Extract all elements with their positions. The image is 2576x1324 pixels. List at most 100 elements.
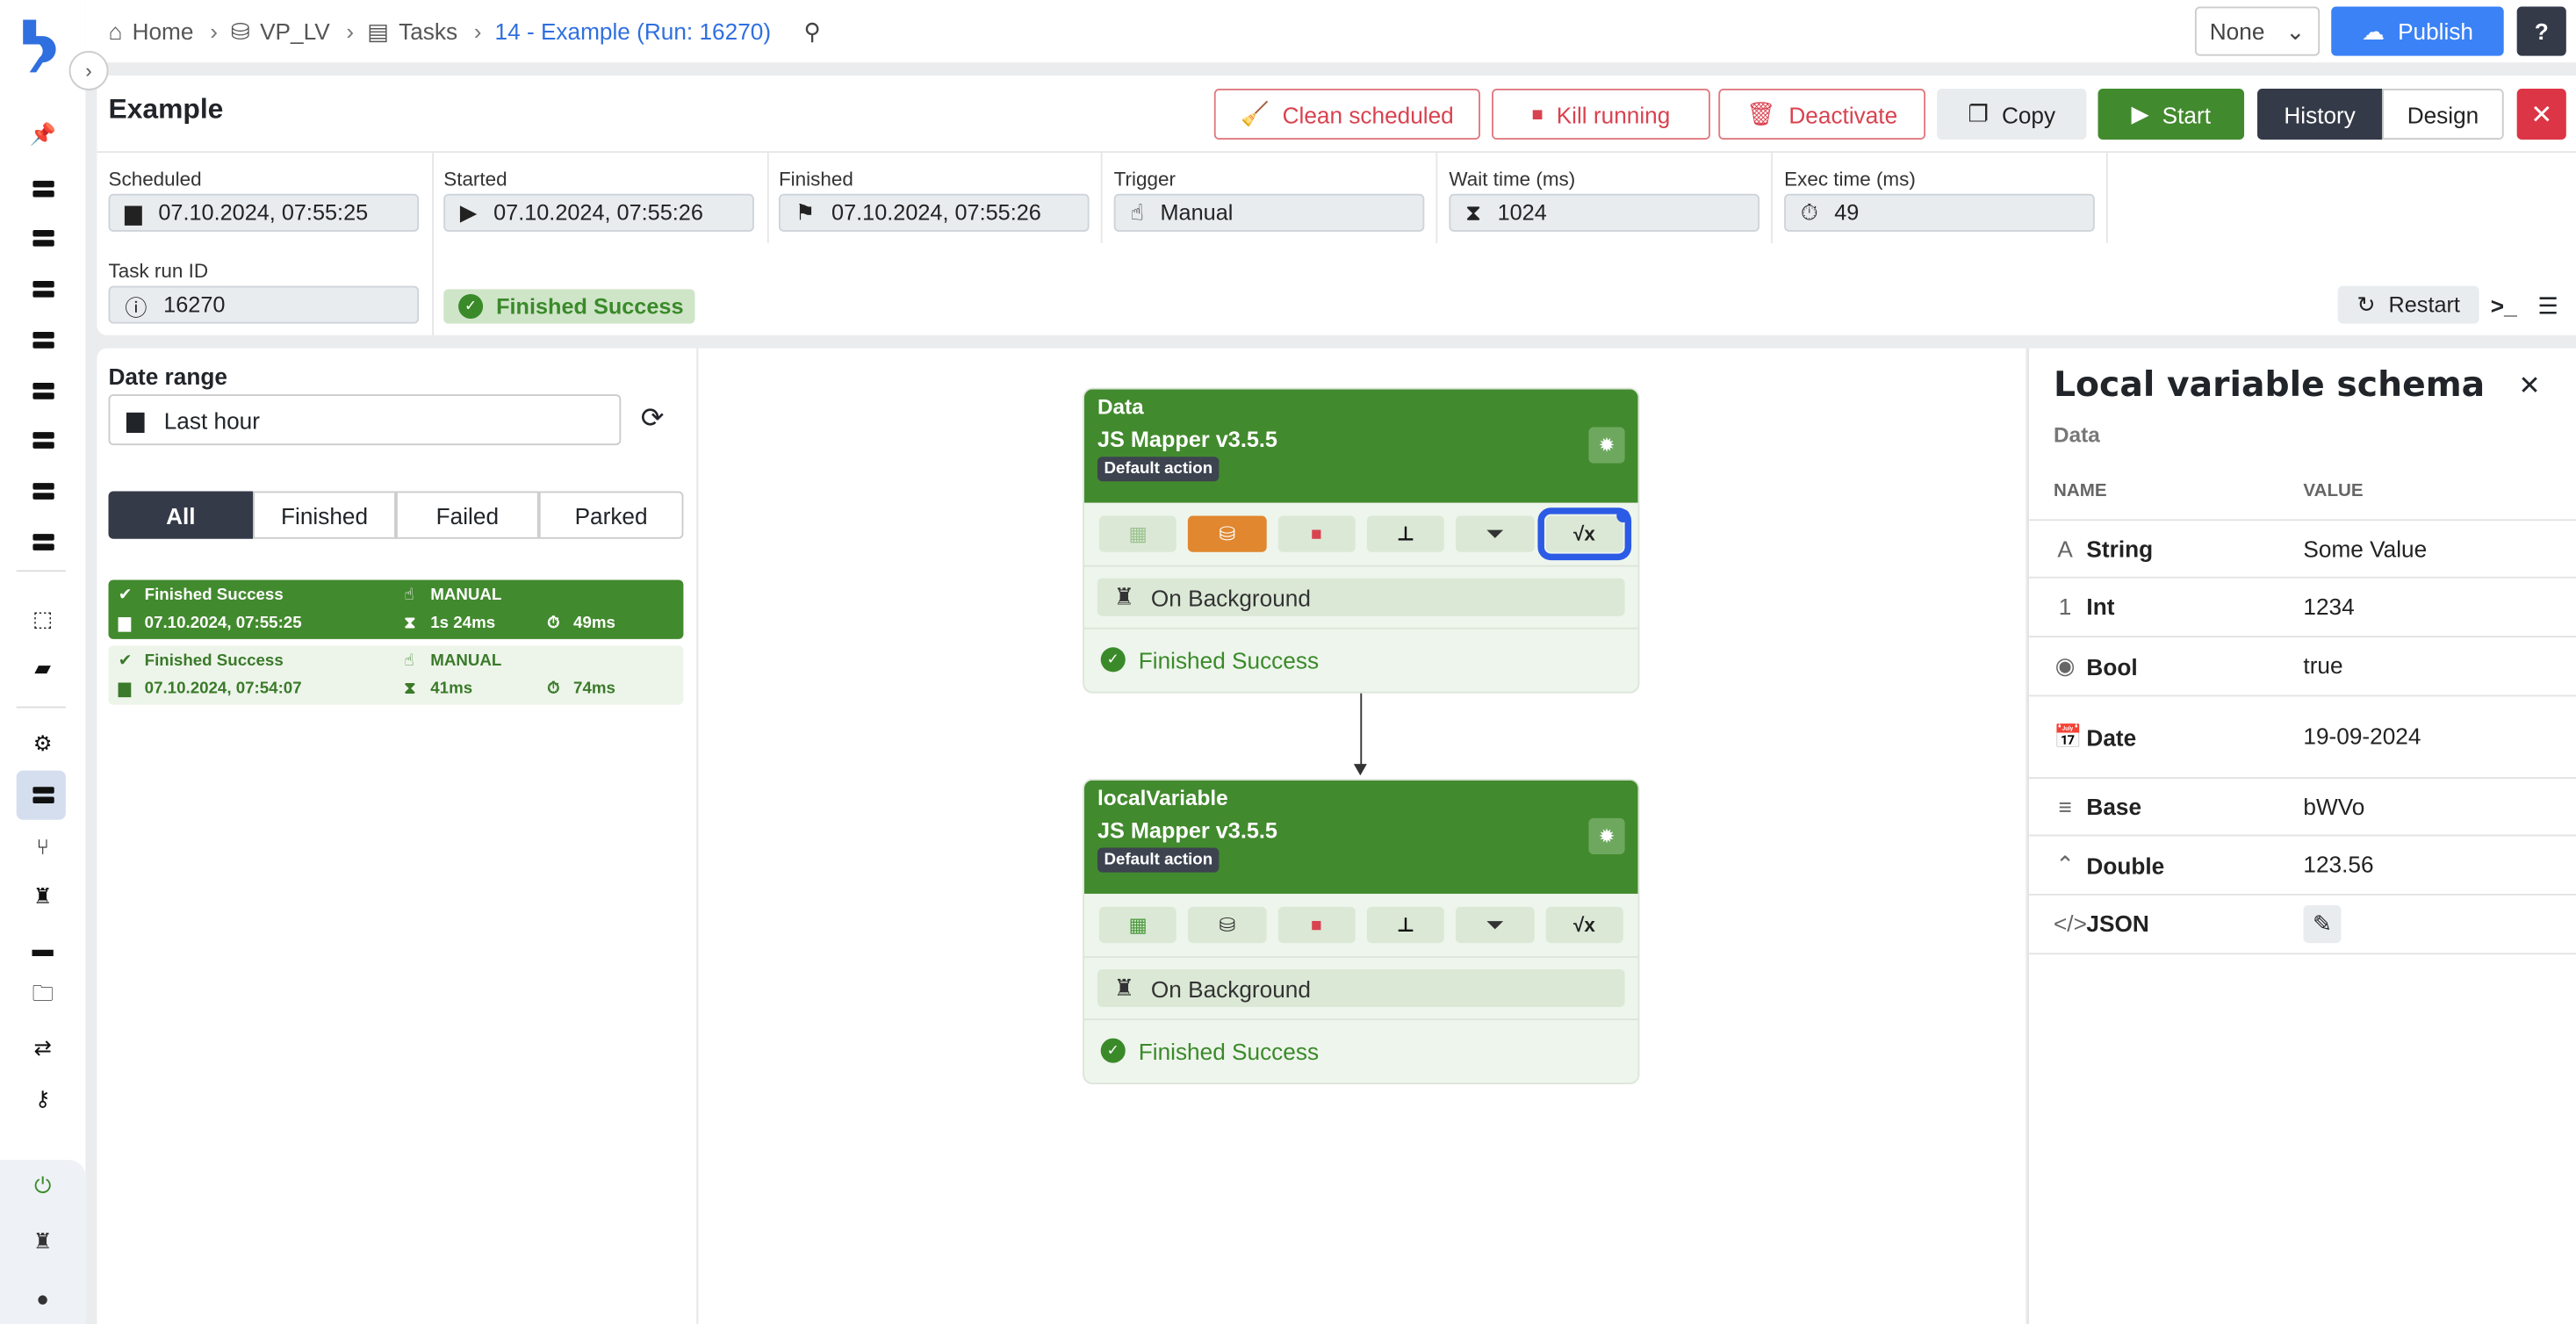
- local-variable-button[interactable]: √x: [1545, 906, 1623, 944]
- run-list-item[interactable]: ✔ Finished Success ☝ MANUAL ▆ 07.10.2024, 0…: [108, 645, 684, 705]
- chevron-right-icon: ›: [473, 18, 482, 45]
- divider: [1436, 153, 1438, 243]
- database-off-icon[interactable]: ⛁: [1188, 906, 1267, 944]
- variable-name: Double: [2086, 852, 2165, 879]
- filter-finished[interactable]: Finished: [253, 491, 396, 539]
- filter-failed[interactable]: Failed: [395, 491, 539, 539]
- server-icon[interactable]: [23, 526, 62, 558]
- refresh-button[interactable]: ⟳: [640, 402, 665, 434]
- close-button[interactable]: ✕: [2516, 89, 2566, 140]
- debug-bug-button[interactable]: ✹: [1588, 427, 1625, 464]
- filter-all[interactable]: All: [108, 491, 254, 539]
- divider: [2105, 153, 2108, 243]
- stop-icon[interactable]: ⏹: [1277, 906, 1356, 944]
- tab-history[interactable]: History: [2257, 89, 2383, 140]
- menu-icon[interactable]: ☰: [2537, 291, 2558, 319]
- started-field: ▶ 07.10.2024, 07:55:26: [443, 193, 754, 232]
- note-icon[interactable]: ▰: [34, 655, 52, 680]
- run-exec: 49ms: [573, 614, 615, 633]
- edit-json-button[interactable]: ✎: [2303, 905, 2342, 944]
- field-value: Manual: [1160, 200, 1234, 226]
- field-value: 49: [1834, 200, 1860, 226]
- environment-select[interactable]: None ⌄: [2194, 6, 2321, 56]
- number-one-icon: 1: [2058, 593, 2072, 620]
- selection-icon[interactable]: ⬚: [32, 606, 54, 631]
- deactivate-button[interactable]: 🗑 Deactivate: [1718, 89, 1926, 140]
- schema-row: 1 Int 1234: [2027, 579, 2576, 638]
- breadcrumb-vp-lv[interactable]: ⛁ VP_LV ›: [231, 18, 354, 46]
- help-button[interactable]: ?: [2516, 6, 2566, 56]
- filter-off-icon[interactable]: ⏷: [1456, 906, 1535, 944]
- stopwatch-icon: ⏱: [547, 614, 560, 633]
- sidebar-item-tasks-active[interactable]: [16, 770, 66, 820]
- gear-icon[interactable]: ⚙: [32, 730, 53, 756]
- connector-line: [1360, 693, 1363, 769]
- storage-icon[interactable]: ▬: [32, 935, 54, 961]
- variable-value: true: [2303, 651, 2343, 679]
- run-list-item[interactable]: ✔ Finished Success ☝ MANUAL ▆ 07.10.2024, 0…: [108, 579, 684, 639]
- variable-name: Int: [2086, 593, 2115, 620]
- agent-icon[interactable]: ♜: [32, 883, 53, 909]
- top-bar: ⌂ Home › ⛁ VP_LV › ▤ Tasks › 14 - Example (Run…: [85, 0, 2576, 63]
- hierarchy-icon[interactable]: ⊥: [1366, 515, 1445, 552]
- key-icon[interactable]: ⚷: [34, 1085, 51, 1111]
- local-variable-button[interactable]: √x: [1536, 507, 1632, 561]
- copy-button[interactable]: ❐ Copy: [1937, 89, 2087, 140]
- database-button[interactable]: ⛁: [1188, 515, 1267, 552]
- flow-node-localvariable[interactable]: localVariable JS Mapper v3.5.5 Default act…: [1083, 778, 1640, 1084]
- node-status: ✓ Finished Success: [1083, 1018, 1638, 1081]
- publish-button[interactable]: ☁ Publish: [2331, 6, 2504, 56]
- run-status: Finished Success: [144, 586, 284, 605]
- server-icon[interactable]: [23, 324, 62, 356]
- sidebar-expand-button[interactable]: ›: [68, 51, 109, 90]
- server-icon[interactable]: [23, 424, 62, 457]
- start-button[interactable]: ▶ Start: [2097, 89, 2245, 140]
- hierarchy-icon[interactable]: ⊥: [1366, 906, 1445, 944]
- run-status: Finished Success: [144, 651, 284, 671]
- breadcrumb-tasks[interactable]: ▤ Tasks ›: [367, 18, 481, 46]
- schema-title: Local variable schema: [2054, 364, 2486, 405]
- divider: [16, 706, 66, 709]
- chevron-down-icon: ⌄: [2285, 17, 2306, 44]
- user-icon[interactable]: ●: [36, 1285, 49, 1311]
- kill-running-button[interactable]: ⏹ Kill running: [1492, 89, 1710, 140]
- terminal-icon[interactable]: >_: [2490, 292, 2517, 320]
- breadcrumb-home[interactable]: ⌂ Home ›: [108, 18, 217, 45]
- calendar-icon: ▆: [126, 406, 145, 433]
- run-wait: 1s 24ms: [430, 614, 496, 633]
- server-icon[interactable]: [23, 375, 62, 407]
- server-icon[interactable]: [23, 172, 62, 205]
- transfer-icon[interactable]: ⇄: [33, 1034, 52, 1060]
- pin-icon[interactable]: 📌: [29, 121, 56, 147]
- flow-icon[interactable]: ⑂: [36, 833, 49, 859]
- app-logo[interactable]: [19, 17, 62, 76]
- memory-icon[interactable]: ▦: [1098, 906, 1177, 944]
- date-range-value: Last hour: [163, 407, 260, 434]
- agent-icon[interactable]: ♜: [32, 1228, 53, 1254]
- filter-parked[interactable]: Parked: [538, 491, 684, 539]
- table-header: NAME VALUE: [2027, 464, 2576, 522]
- tab-design[interactable]: Design: [2382, 89, 2504, 140]
- variable-value: bWVo: [2303, 792, 2365, 819]
- breadcrumb-current: 14 - Example (Run: 16270): [495, 18, 772, 45]
- divider: [1771, 153, 1774, 243]
- power-icon[interactable]: ⏻: [34, 1173, 52, 1198]
- debug-bug-button[interactable]: ✹: [1588, 817, 1625, 855]
- chevron-right-icon: ›: [346, 18, 355, 45]
- breadcrumb-label: Home: [132, 18, 194, 45]
- server-icon[interactable]: [23, 779, 62, 811]
- filter-off-icon[interactable]: ⏷: [1456, 515, 1535, 552]
- server-icon[interactable]: [23, 222, 62, 255]
- server-icon[interactable]: [23, 273, 62, 306]
- stop-icon[interactable]: ⏹: [1277, 515, 1356, 552]
- server-icon[interactable]: [23, 475, 62, 507]
- folder-gear-icon[interactable]: 🗀: [32, 981, 54, 1006]
- restart-button[interactable]: ↻ Restart: [2337, 285, 2479, 324]
- flow-node-data[interactable]: Data JS Mapper v3.5.5 Default action ✹ ▦ ⛁ …: [1083, 387, 1640, 694]
- clean-scheduled-button[interactable]: 🧹 Clean scheduled: [1213, 89, 1480, 140]
- pin-icon[interactable]: ⚲: [803, 17, 821, 44]
- date-range-input[interactable]: ▆ Last hour: [108, 394, 622, 446]
- chevron-right-icon: ›: [210, 18, 218, 45]
- schema-close-button[interactable]: ✕: [2518, 372, 2541, 401]
- memory-icon[interactable]: ▦: [1098, 515, 1177, 552]
